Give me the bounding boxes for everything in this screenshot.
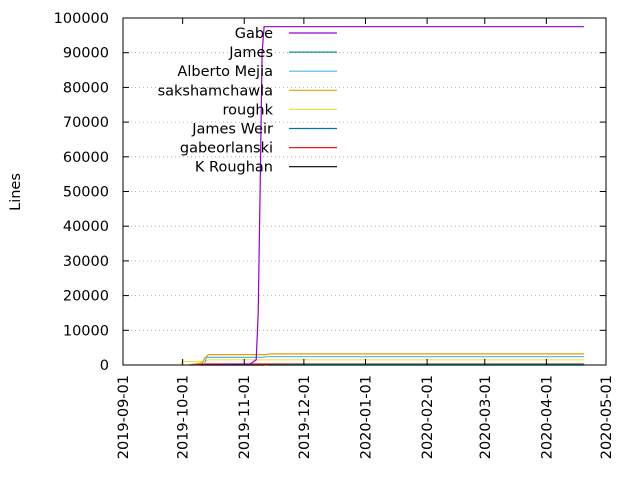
legend-label: James: [228, 45, 273, 61]
series-line-alberto-mejia: [203, 356, 585, 366]
grid-lines: [123, 52, 606, 331]
legend: Gabe James Alberto Mejia sakshamchawla rough…: [158, 26, 337, 176]
x-tick-label: 2020-05-01: [599, 375, 615, 459]
y-tick-label: 70000: [63, 115, 109, 131]
legend-label: Alberto Mejia: [177, 64, 273, 80]
x-tick-label: 2019-11-01: [237, 375, 253, 459]
legend-label: sakshamchawla: [158, 83, 273, 99]
x-tick-label: 2020-03-01: [478, 375, 494, 459]
x-tick-label: 2020-01-01: [358, 375, 374, 459]
y-tick-label: 0: [100, 358, 109, 374]
y-axis-label: Lines: [8, 173, 24, 211]
y-tick-label: 40000: [63, 219, 109, 235]
series-line-sakshamchawla: [188, 353, 585, 366]
x-tick-label: 2019-09-01: [116, 375, 132, 459]
legend-label: James Weir: [191, 122, 273, 138]
y-tick-label: 60000: [63, 150, 109, 166]
legend-label: Gabe: [235, 26, 273, 42]
y-tick-label: 50000: [63, 185, 109, 201]
legend-label: K Roughan: [195, 160, 273, 176]
y-tick-label: 20000: [63, 289, 109, 305]
x-tick-label: 2019-10-01: [176, 375, 192, 459]
legend-label: roughk: [223, 102, 274, 118]
y-tick-label: 90000: [63, 46, 109, 62]
legend-label: gabeorlanski: [180, 141, 273, 157]
y-tick-label: 80000: [63, 80, 109, 96]
y-tick-label: 100000: [54, 11, 109, 27]
y-tick-label: 10000: [63, 323, 109, 339]
x-tick-label: 2020-02-01: [420, 375, 436, 459]
x-tick-label: 2019-12-01: [297, 375, 313, 459]
axis-ticks: 0 10000 20000 30000 40000 50000 60000 70000 8000…: [54, 11, 615, 459]
y-tick-label: 30000: [63, 254, 109, 270]
x-tick-label: 2020-04-01: [539, 375, 555, 459]
series-line-roughk: [180, 359, 585, 366]
